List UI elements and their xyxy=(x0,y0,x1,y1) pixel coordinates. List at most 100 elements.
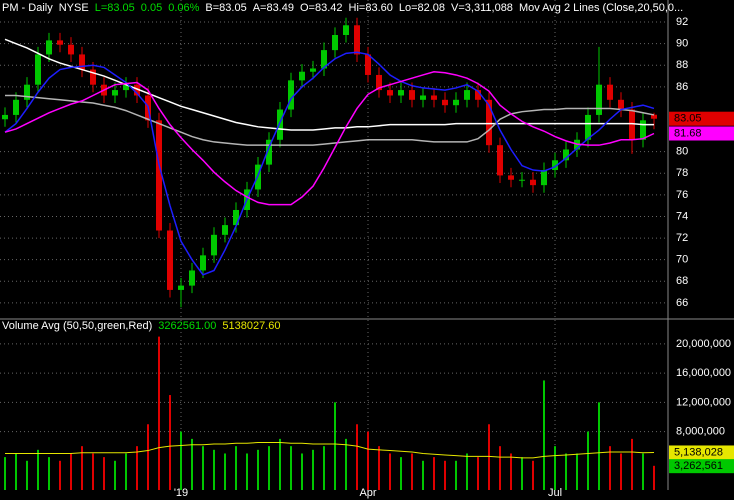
last-value-label: 81.68 xyxy=(674,127,702,139)
candle-body xyxy=(431,95,437,100)
y-tick-label: 72 xyxy=(676,232,688,244)
candle-body xyxy=(156,120,162,231)
volume-bar xyxy=(587,431,589,490)
volume-header: Volume Avg (50,50,green,Red) 3262561.00 51… xyxy=(2,320,280,332)
moving-average xyxy=(4,38,654,131)
volume-bar xyxy=(554,446,556,490)
volume-bar xyxy=(279,438,281,490)
candle-body xyxy=(134,84,140,96)
candle-body xyxy=(442,99,448,106)
volume-bar xyxy=(532,460,534,490)
candle-body xyxy=(266,139,272,165)
candle-body xyxy=(508,175,514,180)
y-tick-label: 70 xyxy=(676,254,688,266)
y-tick-label: 86 xyxy=(676,81,688,93)
candle-body xyxy=(585,114,591,140)
volume-bar xyxy=(312,449,314,490)
y-tick-label: 92 xyxy=(676,16,688,28)
header-item: 3262561.00 xyxy=(158,320,217,332)
volume-bar xyxy=(136,446,138,490)
volume-bar xyxy=(180,431,182,490)
candle-body xyxy=(541,170,547,186)
candle-body xyxy=(90,69,96,85)
candle-body xyxy=(167,230,173,290)
volume-average xyxy=(5,442,655,459)
y-tick-label: 68 xyxy=(676,275,688,287)
last-value-label: 3,262,561 xyxy=(674,460,723,472)
candle-body xyxy=(299,71,305,81)
candle-body xyxy=(35,54,41,85)
header-item: NYSE xyxy=(58,2,89,14)
last-value-box xyxy=(669,111,734,126)
candle-body xyxy=(2,114,8,120)
volume-bar xyxy=(642,453,644,490)
candle-body xyxy=(277,109,283,140)
candle-body xyxy=(79,54,85,70)
candle-body xyxy=(563,149,569,161)
header-item: Mov Avg 2 Lines (Close,20,50,0... xyxy=(518,2,684,14)
candle-body xyxy=(629,109,635,140)
candle-body xyxy=(475,90,481,100)
volume-bar xyxy=(466,453,468,490)
candle-body xyxy=(332,34,338,51)
candle-body xyxy=(607,84,613,100)
volume-bar xyxy=(15,453,17,490)
volume-bar xyxy=(224,453,226,490)
volume-bar xyxy=(70,453,72,490)
candle-body xyxy=(57,40,63,45)
volume-bar xyxy=(598,402,600,490)
y-tick-label: 88 xyxy=(676,59,688,71)
last-value-box xyxy=(669,126,734,141)
volume-bar xyxy=(653,465,655,490)
y-tick-label: 20,000,000 xyxy=(676,338,731,350)
candle-body xyxy=(200,255,206,271)
volume-bar xyxy=(103,457,105,490)
candle-body xyxy=(365,54,371,75)
price-header: PM - Daily NYSE L=83.05 0.05 0.06% B=83.05 A=8… xyxy=(2,2,683,14)
volume-bar xyxy=(356,424,358,490)
volume-bar xyxy=(565,453,567,490)
candle-body xyxy=(420,95,426,100)
candle-body xyxy=(486,99,492,146)
volume-bar xyxy=(26,460,28,490)
candle-body xyxy=(310,68,316,72)
volume-bar xyxy=(543,380,545,490)
header-item: Volume Avg (50,50,green,Red) xyxy=(2,320,153,332)
candle-body xyxy=(596,84,602,115)
candle-body xyxy=(211,234,217,256)
last-value-label: 5,138,028 xyxy=(674,446,723,458)
header-item: A=83.49 xyxy=(252,2,294,14)
last-value-box xyxy=(669,445,734,460)
y-tick-label: 90 xyxy=(676,38,688,50)
volume-bar xyxy=(499,446,501,490)
y-tick-label: 8,000,000 xyxy=(676,425,725,437)
header-item: V=3,311,088 xyxy=(451,2,513,14)
candle-body xyxy=(288,80,294,110)
volume-bar xyxy=(202,446,204,490)
header-item: B=83.05 xyxy=(205,2,247,14)
header-item: O=83.42 xyxy=(300,2,343,14)
candle-body xyxy=(123,84,129,91)
volume-bar xyxy=(345,438,347,490)
volume-bar xyxy=(246,453,248,490)
volume-bar xyxy=(235,446,237,490)
header-item: 0.06% xyxy=(168,2,200,14)
candle-body xyxy=(189,270,195,286)
volume-bar xyxy=(367,431,369,490)
volume-bar xyxy=(411,453,413,490)
y-tick-label: 12,000,000 xyxy=(676,396,731,408)
volume-bar xyxy=(114,460,116,490)
candle-body xyxy=(453,99,459,106)
candle-body xyxy=(618,99,624,110)
candle-body xyxy=(640,120,646,140)
candle-body xyxy=(46,40,52,55)
volume-bar xyxy=(169,395,171,490)
volume-bar xyxy=(37,449,39,490)
candle-body xyxy=(222,225,228,235)
candle-body xyxy=(13,99,19,115)
candle-body xyxy=(497,145,503,176)
volume-bar xyxy=(521,457,523,490)
candle-body xyxy=(398,90,404,96)
